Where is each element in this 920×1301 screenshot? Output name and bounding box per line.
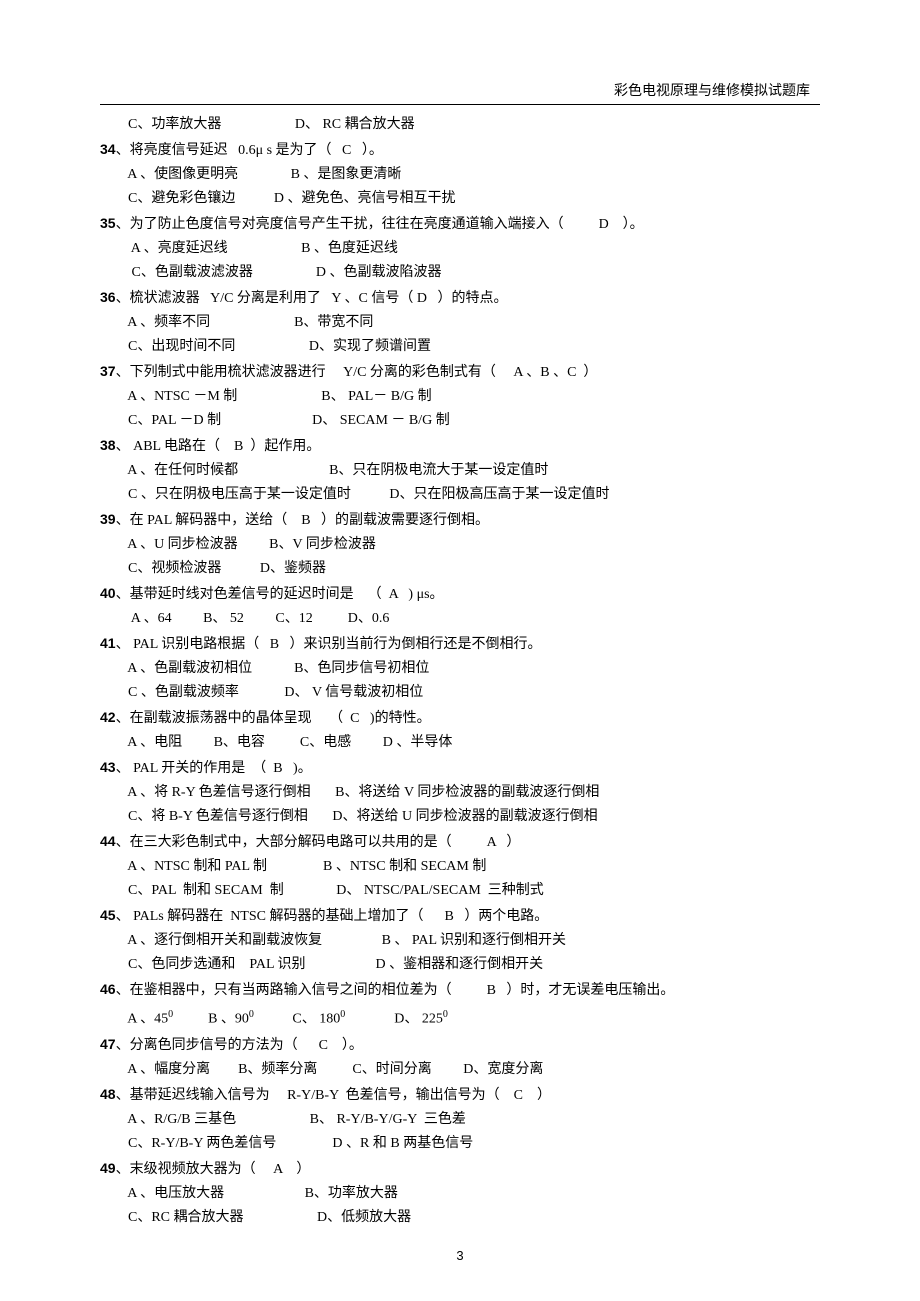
option-line: C、PAL 制和 SECAM 制 D、 NTSC/PAL/SECAM 三种制式 [100,879,820,903]
question-stem: 42、在副载波振荡器中的晶体呈现 （ C )的特性。 [100,705,820,731]
question-number: 42 [100,709,116,725]
question-text: 、基带延时线对色差信号的延迟时间是 （ A ) μs。 [116,587,444,602]
header-rule [100,104,820,105]
question-stem: 43、 PAL 开关的作用是 （ B )。 [100,755,820,781]
question-number: 39 [100,511,116,527]
option-line: A 、电阻 B、电容 C、电感 D 、半导体 [100,731,820,755]
question-text: 、为了防止色度信号对亮度信号产生干扰，往往在亮度通道输入端接入（ D ）。 [116,217,644,232]
option-line: A 、逐行倒相开关和副载波恢复 B 、 PAL 识别和逐行倒相开关 [100,929,820,953]
question-text: 、将亮度信号延迟 0.6μ s 是为了（ C ）。 [116,143,383,158]
question-text: 、在三大彩色制式中，大部分解码电路可以共用的是（ A ） [116,835,521,850]
question-number: 45 [100,907,116,923]
question-number: 37 [100,363,116,379]
question-stem: 44、在三大彩色制式中，大部分解码电路可以共用的是（ A ） [100,829,820,855]
option-line: C、避免彩色镶边 D 、避免色、亮信号相互干扰 [100,187,820,211]
option-line: A 、U 同步检波器 B、V 同步检波器 [100,533,820,557]
option-line: C、色副载波滤波器 D 、色副载波陷波器 [100,261,820,285]
option-line: A 、电压放大器 B、功率放大器 [100,1182,820,1206]
question-text: 、基带延迟线输入信号为 R-Y/B-Y 色差信号，输出信号为（ C ） [116,1088,551,1103]
question-list: C、功率放大器 D、 RC 耦合放大器34、将亮度信号延迟 0.6μ s 是为了… [100,113,820,1230]
question-stem: 37、下列制式中能用梳状滤波器进行 Y/C 分离的彩色制式有（ A 、B 、C … [100,359,820,385]
option-line: A 、色副载波初相位 B、色同步信号初相位 [100,657,820,681]
question-stem: 40、基带延时线对色差信号的延迟时间是 （ A ) μs。 [100,581,820,607]
question-stem: 39、在 PAL 解码器中，送给（ B ）的副载波需要逐行倒相。 [100,507,820,533]
option-line: C、将 B-Y 色差信号逐行倒相 D、将送给 U 同步检波器的副载波逐行倒相 [100,805,820,829]
question-stem: 49、末级视频放大器为（ A ） [100,1156,820,1182]
question-stem: 48、基带延迟线输入信号为 R-Y/B-Y 色差信号，输出信号为（ C ） [100,1082,820,1108]
question-text: 、 ABL 电路在（ B ）起作用。 [116,439,321,454]
option-line: A 、使图像更明亮 B 、是图象更清晰 [100,163,820,187]
question-number: 36 [100,289,116,305]
page-footer: 3 [100,1248,820,1263]
option-line: A 、NTSC －M 制 B、 PAL－ B/G 制 [100,385,820,409]
option-line: C 、色副载波频率 D、 V 信号载波初相位 [100,681,820,705]
question-stem: 47、分离色同步信号的方法为（ C ）。 [100,1032,820,1058]
option-line: A 、450 B 、900 C、 1800 D、 2250 [100,1003,820,1032]
question-text: 、分离色同步信号的方法为（ C ）。 [116,1038,363,1053]
question-stem: 34、将亮度信号延迟 0.6μ s 是为了（ C ）。 [100,137,820,163]
question-stem: 46、在鉴相器中，只有当两路输入信号之间的相位差为（ B ）时，才无误差电压输出… [100,977,820,1003]
question-stem: 45、 PALs 解码器在 NTSC 解码器的基础上增加了（ B ）两个电路。 [100,903,820,929]
question-text: 、下列制式中能用梳状滤波器进行 Y/C 分离的彩色制式有（ A 、B 、C ） [116,365,598,380]
question-text: 、 PALs 解码器在 NTSC 解码器的基础上增加了（ B ）两个电路。 [116,909,549,924]
question-number: 48 [100,1086,116,1102]
option-line: A 、亮度延迟线 B 、色度延迟线 [100,237,820,261]
option-line: C、R-Y/B-Y 两色差信号 D 、R 和 B 两基色信号 [100,1132,820,1156]
header-title: 彩色电视原理与维修模拟试题库 [614,84,810,99]
option-line: A 、R/G/B 三基色 B、 R-Y/B-Y/G-Y 三色差 [100,1108,820,1132]
question-stem: 38、 ABL 电路在（ B ）起作用。 [100,433,820,459]
question-number: 38 [100,437,116,453]
option-line: A 、NTSC 制和 PAL 制 B 、NTSC 制和 SECAM 制 [100,855,820,879]
question-number: 41 [100,635,116,651]
question-number: 46 [100,981,116,997]
page-container: 彩色电视原理与维修模拟试题库 C、功率放大器 D、 RC 耦合放大器34、将亮度… [0,0,920,1293]
option-line: A 、幅度分离 B、频率分离 C、时间分离 D、宽度分离 [100,1058,820,1082]
question-number: 44 [100,833,116,849]
option-line: C、PAL －D 制 D、 SECAM － B/G 制 [100,409,820,433]
option-line: C、出现时间不同 D、实现了频谱间置 [100,335,820,359]
option-line: A 、频率不同 B、带宽不同 [100,311,820,335]
question-text: 、末级视频放大器为（ A ） [116,1162,311,1177]
option-line: C 、只在阴极电压高于某一设定值时 D、只在阳极高压高于某一设定值时 [100,483,820,507]
question-text: 、在鉴相器中，只有当两路输入信号之间的相位差为（ B ）时，才无误差电压输出。 [116,983,675,998]
option-line: C、功率放大器 D、 RC 耦合放大器 [100,113,820,137]
question-text: 、在 PAL 解码器中，送给（ B ）的副载波需要逐行倒相。 [116,513,489,528]
question-number: 35 [100,215,116,231]
option-line: C、视频检波器 D、鉴频器 [100,557,820,581]
question-number: 47 [100,1036,116,1052]
question-number: 40 [100,585,116,601]
question-stem: 41、 PAL 识别电路根据（ B ）来识别当前行为倒相行还是不倒相行。 [100,631,820,657]
question-text: 、 PAL 识别电路根据（ B ）来识别当前行为倒相行还是不倒相行。 [116,637,542,652]
question-stem: 35、为了防止色度信号对亮度信号产生干扰，往往在亮度通道输入端接入（ D ）。 [100,211,820,237]
question-text: 、梳状滤波器 Y/C 分离是利用了 Y 、C 信号（ D ）的特点。 [116,291,508,306]
page-number: 3 [456,1248,463,1263]
option-line: A 、64 B、 52 C、12 D、0.6 [100,607,820,631]
question-text: 、在副载波振荡器中的晶体呈现 （ C )的特性。 [116,711,431,726]
option-line: A 、在任何时候都 B、只在阴极电流大于某一设定值时 [100,459,820,483]
option-line: C、色同步选通和 PAL 识别 D 、鉴相器和逐行倒相开关 [100,953,820,977]
page-header: 彩色电视原理与维修模拟试题库 [100,80,820,100]
question-text: 、 PAL 开关的作用是 （ B )。 [116,761,312,776]
option-line: C、RC 耦合放大器 D、低频放大器 [100,1206,820,1230]
question-stem: 36、梳状滤波器 Y/C 分离是利用了 Y 、C 信号（ D ）的特点。 [100,285,820,311]
question-number: 34 [100,141,116,157]
question-number: 49 [100,1160,116,1176]
option-line: A 、将 R-Y 色差信号逐行倒相 B、将送给 V 同步检波器的副载波逐行倒相 [100,781,820,805]
question-number: 43 [100,759,116,775]
